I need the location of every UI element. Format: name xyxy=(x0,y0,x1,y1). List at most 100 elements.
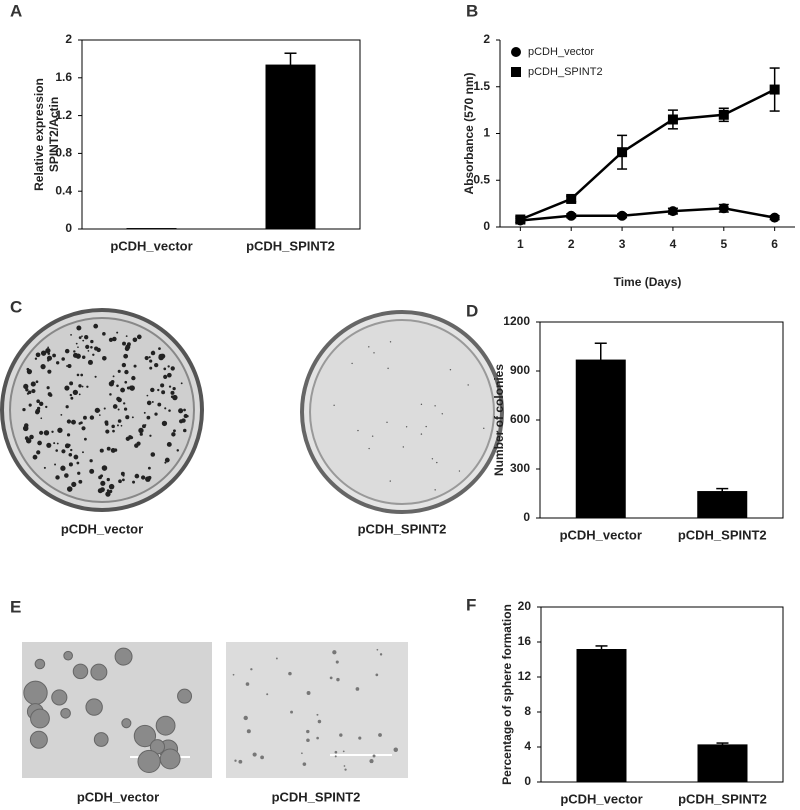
x-tick-label: 5 xyxy=(720,237,727,251)
colony-dot xyxy=(92,353,95,356)
cell-dot xyxy=(316,713,319,716)
y-tick-label: 1.5 xyxy=(473,79,490,93)
legend-marker xyxy=(511,67,521,77)
colony-dot xyxy=(47,392,52,397)
colony-dot xyxy=(84,437,87,441)
colony-dot xyxy=(150,387,155,393)
colony-dot xyxy=(78,393,81,396)
colony-dot xyxy=(176,449,180,452)
colony-dot xyxy=(28,403,32,407)
colony-dot xyxy=(154,362,159,368)
colony-dot xyxy=(163,367,167,371)
colony-dot xyxy=(35,352,41,358)
cell-dot xyxy=(332,650,337,655)
y-axis-label: Relative expression xyxy=(32,78,46,191)
colony-dot xyxy=(71,419,76,425)
legend-label: pCDH_vector xyxy=(528,46,594,58)
colony-dot xyxy=(164,461,167,464)
colony-dot xyxy=(31,389,36,394)
error-bar xyxy=(716,742,729,747)
colony-dot xyxy=(76,373,80,377)
colony-dot xyxy=(36,450,41,455)
colony-dot xyxy=(89,415,95,420)
y-axis-label: Number of colonies xyxy=(492,364,506,476)
marker xyxy=(515,214,526,225)
colony-dot xyxy=(133,364,137,368)
colony-dot xyxy=(138,427,144,434)
colony-dot xyxy=(123,407,128,411)
colony-dot xyxy=(420,403,423,406)
sphere-photo xyxy=(226,642,408,778)
colony-dot xyxy=(56,442,59,445)
marker xyxy=(769,84,780,95)
colony-dot xyxy=(161,420,168,427)
colony-dot xyxy=(425,425,427,428)
cell-dot xyxy=(376,648,379,651)
colony-dot xyxy=(72,389,79,396)
cell-dot xyxy=(317,719,322,724)
cell-dot xyxy=(339,733,343,737)
colony-dot xyxy=(83,415,87,420)
cell-dot xyxy=(378,733,382,737)
colony-dot xyxy=(389,341,392,343)
colony-dot xyxy=(150,452,156,457)
cell-dot xyxy=(288,671,292,676)
y-tick-label: 0 xyxy=(65,221,72,235)
colony-dot xyxy=(99,414,101,416)
colony-dot xyxy=(106,489,110,492)
legend-marker xyxy=(511,47,521,57)
colony-dot xyxy=(26,367,30,371)
colony-dot xyxy=(102,355,107,361)
sphere xyxy=(34,658,46,670)
sphere xyxy=(30,708,50,729)
plot-frame xyxy=(81,39,361,230)
colony-dot xyxy=(26,392,30,395)
colony-dot xyxy=(55,361,60,365)
colony-dot xyxy=(420,433,423,435)
sphere xyxy=(72,663,89,680)
colony-dot xyxy=(34,357,38,360)
colony-dot xyxy=(47,369,52,374)
colony-dot xyxy=(402,446,405,448)
colony-dot xyxy=(57,427,63,433)
colony-dot xyxy=(163,374,168,379)
colony-dot xyxy=(145,476,151,482)
colony-dot xyxy=(158,347,161,350)
sphere xyxy=(155,715,176,736)
colony-dot xyxy=(152,350,155,354)
sphere xyxy=(93,732,109,747)
sphere xyxy=(85,698,103,716)
colony-dot xyxy=(172,387,176,391)
colony-dot xyxy=(64,385,70,391)
cell-dot xyxy=(232,673,235,676)
colony-dot xyxy=(54,463,57,466)
sphere-photo xyxy=(22,642,212,778)
colony-dot xyxy=(389,480,391,482)
colony-dot xyxy=(46,386,50,390)
colony-dot xyxy=(117,397,122,403)
cell-dot xyxy=(342,750,345,753)
colony-dot xyxy=(157,388,160,392)
colony-dot xyxy=(85,344,90,349)
cell-dot xyxy=(246,729,251,734)
y-tick-label: 0.8 xyxy=(55,146,72,160)
colony-dot xyxy=(126,342,131,347)
colony-dot xyxy=(68,462,73,467)
colony-dot xyxy=(89,468,95,474)
colony-dot xyxy=(371,435,374,437)
colony-dot xyxy=(105,491,111,497)
colony-dot xyxy=(168,409,171,412)
sphere xyxy=(29,730,48,749)
colony-dot xyxy=(66,433,71,437)
cell-dot xyxy=(372,754,376,758)
colony-dot xyxy=(117,408,120,411)
cell-dot xyxy=(358,736,362,740)
colony-dot xyxy=(39,401,44,406)
image-caption: pCDH_vector xyxy=(61,521,143,536)
panel-label: E xyxy=(10,597,21,616)
marker xyxy=(769,212,780,223)
cell-dot xyxy=(369,759,374,764)
x-tick-label: pCDH_vector xyxy=(110,238,192,253)
cell-dot xyxy=(234,759,237,762)
legend-label: pCDH_SPINT2 xyxy=(528,66,603,78)
